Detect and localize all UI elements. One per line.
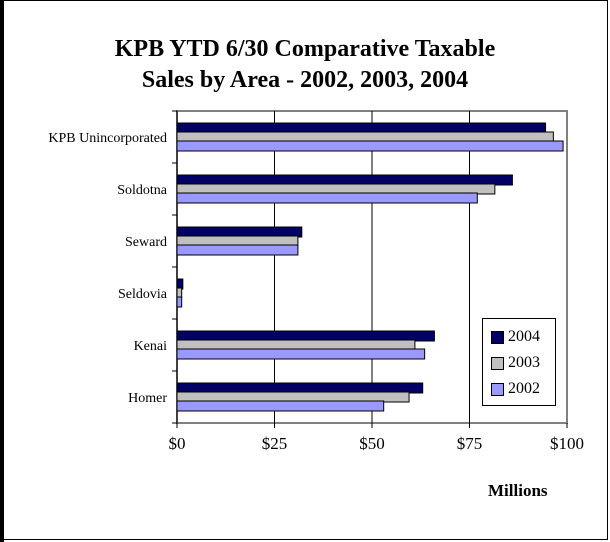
- x-axis-label: Millions: [488, 481, 548, 500]
- bar-2002: [176, 244, 299, 256]
- category-label: Homer: [128, 391, 167, 406]
- x-tick-label: $50: [359, 434, 385, 453]
- bar-2002: [176, 140, 564, 152]
- category-label: Seward: [125, 235, 167, 250]
- category-label: KPB Unincorporated: [48, 131, 167, 146]
- legend-item-2004: 2004: [491, 327, 540, 347]
- legend-label-2004: 2004: [508, 328, 540, 345]
- legend-swatch-2002: [491, 382, 504, 396]
- category-label: Soldotna: [117, 183, 168, 198]
- legend-label-2002: 2002: [508, 380, 540, 397]
- bar-2002: [176, 400, 385, 412]
- x-tick-label: $75: [457, 434, 483, 453]
- chart-title-line-2: Sales by Area - 2002, 2003, 2004: [141, 67, 469, 93]
- x-tick-label: $25: [262, 434, 288, 453]
- category-label: Seldovia: [118, 287, 168, 302]
- legend-swatch-2003: [491, 356, 504, 370]
- x-tick-label: $100: [550, 434, 584, 453]
- bar-2002: [176, 348, 426, 360]
- legend-item-2003: 2003: [491, 353, 540, 373]
- left-border: [0, 0, 4, 542]
- bar-2002: [176, 296, 183, 308]
- legend-item-2002: 2002: [491, 379, 540, 399]
- category-label: Kenai: [134, 339, 168, 354]
- x-tick-label: $0: [169, 434, 186, 453]
- legend: 2004 2003 2002: [482, 318, 556, 406]
- legend-label-2003: 2003: [508, 354, 540, 371]
- chart-title: KPB YTD 6/30 Comparative Taxable Sales b…: [60, 34, 550, 96]
- bar-2002: [176, 192, 478, 204]
- legend-swatch-2004: [491, 330, 504, 344]
- chart-title-line-1: KPB YTD 6/30 Comparative Taxable: [114, 36, 496, 62]
